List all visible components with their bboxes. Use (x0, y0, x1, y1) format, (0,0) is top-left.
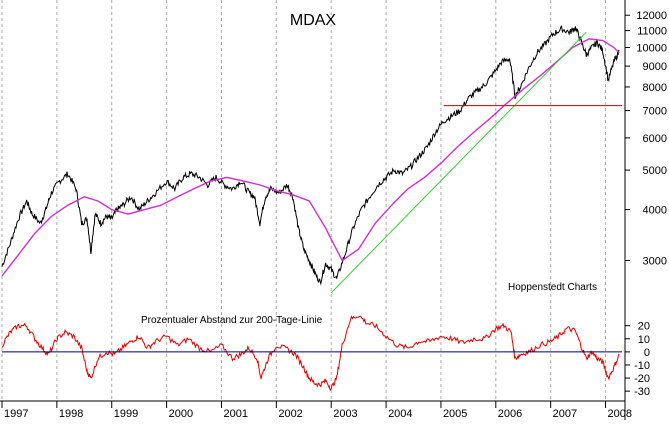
x-tick-label-1997: 1997 (4, 408, 28, 420)
x-tick-label-2003: 2003 (333, 408, 357, 420)
y-tick-label-5000: 5000 (643, 165, 667, 177)
vertical-gridlines (1, 0, 607, 401)
x-axis-ticks: 1997 1998 1999 2000 2001 2002 2003 2004 2005 2006… (1, 401, 632, 420)
x-tick-label-2001: 2001 (223, 408, 247, 420)
lower-y-tick-label-2: -10 (634, 360, 650, 372)
x-tick-label-2008: 2008 (608, 408, 632, 420)
y-tick-label-11000: 11000 (637, 26, 667, 38)
y-tick-label-12000: 12000 (636, 10, 667, 22)
upper-price-plot (1, 25, 622, 294)
y-tick-label-7000: 7000 (643, 106, 667, 118)
y-tick-label-9000: 9000 (643, 61, 667, 73)
x-tick-label-2002: 2002 (278, 408, 302, 420)
x-tick-label-1999: 1999 (114, 408, 138, 420)
lower-deviation-plot (1, 315, 622, 391)
y-tick-label-3000: 3000 (643, 256, 667, 268)
x-tick-label-2000: 2000 (169, 408, 193, 420)
x-tick-label-2007: 2007 (553, 408, 577, 420)
lower-y-tick-label-4: 10 (638, 334, 650, 346)
lower-y-tick-label-3: 0 (644, 347, 650, 359)
x-tick-label-1998: 1998 (59, 408, 83, 420)
y-tick-label-8000: 8000 (643, 82, 667, 94)
series-trend-line (330, 31, 587, 294)
chart-title: MDAX (290, 12, 337, 29)
source-annotation: Hoppenstedt Charts (508, 282, 597, 293)
series-deviation-line (1, 315, 620, 391)
lower-y-tick-label-5: 20 (638, 321, 650, 333)
y-tick-label-6000: 6000 (643, 133, 667, 145)
x-tick-label-2004: 2004 (388, 408, 412, 420)
lower-y-tick-label-0: -30 (634, 386, 650, 398)
x-tick-label-2005: 2005 (443, 408, 467, 420)
x-tick-label-2006: 2006 (498, 408, 522, 420)
series-price-line (1, 25, 620, 286)
y-tick-label-10000: 10000 (636, 42, 667, 54)
lower-y-tick-label-1: -20 (634, 373, 650, 385)
series-ma200-line (1, 38, 620, 277)
lower-panel-title: Prozentualer Abstand zur 200-Tage-Linie (141, 315, 323, 326)
y-tick-label-4000: 4000 (643, 205, 667, 217)
upper-y-axis-ticks: 3000 4000 5000 6000 7000 8000 9000 10000 11000 12… (625, 10, 667, 268)
